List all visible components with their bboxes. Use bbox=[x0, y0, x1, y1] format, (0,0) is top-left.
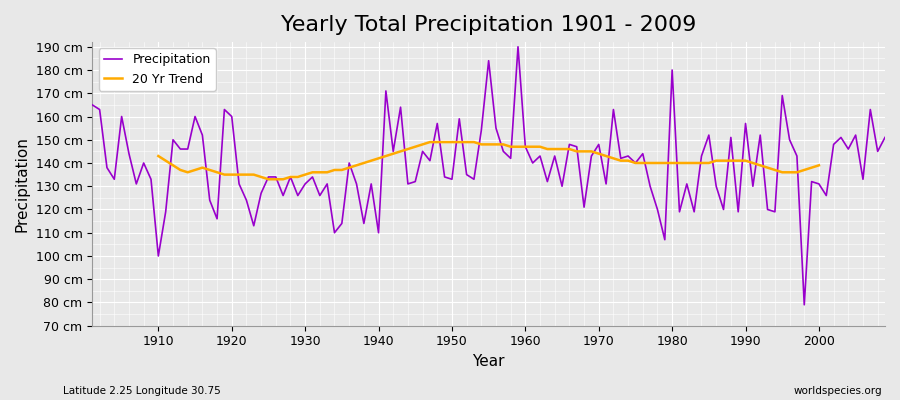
X-axis label: Year: Year bbox=[472, 354, 505, 369]
Precipitation bbox=[87, 102, 98, 107]
Text: worldspecies.org: worldspecies.org bbox=[794, 386, 882, 396]
Line: 20 Yr Trend: 20 Yr Trend bbox=[158, 142, 819, 179]
20 Yr Trend bbox=[234, 172, 245, 177]
Precipitation bbox=[307, 174, 318, 179]
20 Yr Trend bbox=[725, 158, 736, 163]
20 Yr Trend bbox=[425, 140, 436, 144]
Precipitation bbox=[879, 135, 890, 140]
20 Yr Trend bbox=[314, 170, 325, 175]
20 Yr Trend bbox=[549, 147, 560, 152]
Precipitation bbox=[513, 44, 524, 49]
Precipitation bbox=[520, 144, 531, 149]
Precipitation bbox=[616, 156, 626, 161]
Legend: Precipitation, 20 Yr Trend: Precipitation, 20 Yr Trend bbox=[98, 48, 215, 91]
Line: Precipitation: Precipitation bbox=[93, 47, 885, 305]
20 Yr Trend bbox=[263, 177, 274, 182]
20 Yr Trend bbox=[806, 165, 817, 170]
Precipitation bbox=[799, 302, 810, 307]
20 Yr Trend bbox=[153, 154, 164, 158]
Precipitation bbox=[146, 177, 157, 182]
Title: Yearly Total Precipitation 1901 - 2009: Yearly Total Precipitation 1901 - 2009 bbox=[281, 15, 697, 35]
Y-axis label: Precipitation: Precipitation bbox=[15, 136, 30, 232]
Text: Latitude 2.25 Longitude 30.75: Latitude 2.25 Longitude 30.75 bbox=[63, 386, 220, 396]
20 Yr Trend bbox=[814, 163, 824, 168]
20 Yr Trend bbox=[329, 168, 340, 172]
Precipitation bbox=[351, 182, 362, 186]
Precipitation bbox=[527, 160, 538, 165]
